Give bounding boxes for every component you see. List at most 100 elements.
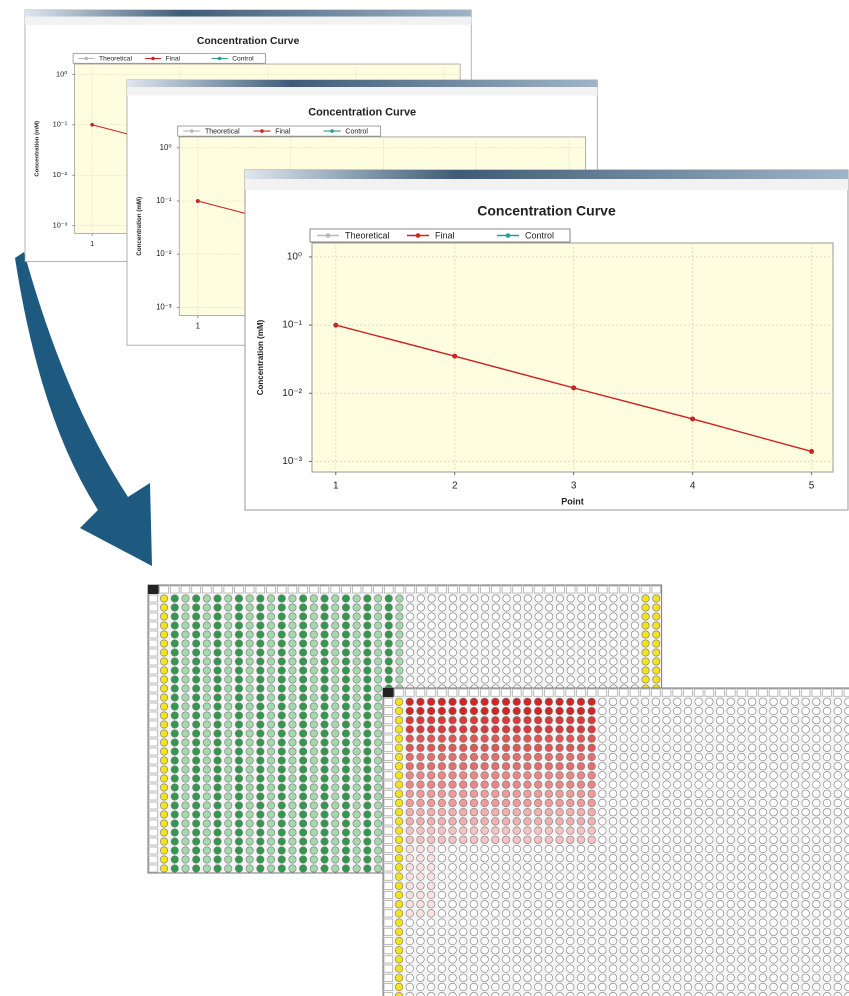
well <box>256 846 265 855</box>
well <box>352 738 361 747</box>
well <box>748 771 757 780</box>
well <box>683 817 693 826</box>
well <box>620 594 629 603</box>
well <box>523 844 532 854</box>
well <box>694 734 703 743</box>
well <box>427 734 436 743</box>
well <box>523 863 532 872</box>
well <box>651 918 660 927</box>
well <box>224 774 233 783</box>
well <box>833 918 842 927</box>
well <box>459 734 468 743</box>
well <box>245 837 254 846</box>
well <box>448 725 457 734</box>
well <box>256 621 265 630</box>
well <box>844 909 849 918</box>
plate-header-cell <box>383 697 393 706</box>
well <box>427 648 436 657</box>
plate-header-cell <box>383 826 393 835</box>
well <box>801 927 810 936</box>
well <box>352 846 361 855</box>
well <box>502 594 511 603</box>
well <box>705 734 714 743</box>
well <box>555 927 564 936</box>
well <box>309 792 318 801</box>
well <box>363 657 372 666</box>
plate-header-cell <box>148 702 158 711</box>
plate-header-cell <box>565 688 575 697</box>
well <box>769 973 778 982</box>
well <box>523 872 532 881</box>
well <box>437 964 446 973</box>
well <box>448 639 457 648</box>
well <box>416 771 425 780</box>
plate-header-cell <box>416 585 426 594</box>
well <box>448 964 457 973</box>
well <box>523 973 532 982</box>
well <box>512 817 521 826</box>
well <box>320 693 329 702</box>
well <box>395 621 404 630</box>
well <box>780 881 789 890</box>
well <box>598 780 607 789</box>
well <box>801 706 810 716</box>
well <box>416 835 425 844</box>
well <box>801 992 810 996</box>
plate-header-cell <box>383 955 393 964</box>
well <box>844 863 849 872</box>
well <box>341 864 350 873</box>
well <box>256 783 265 792</box>
well <box>170 783 179 792</box>
well <box>812 734 821 743</box>
well <box>566 734 575 743</box>
well <box>405 780 414 789</box>
well <box>299 693 308 702</box>
well <box>534 900 543 909</box>
well <box>459 955 468 964</box>
well <box>758 706 767 716</box>
well <box>427 946 436 955</box>
well <box>715 826 725 835</box>
well <box>544 992 553 996</box>
well <box>598 594 607 603</box>
well <box>534 854 543 863</box>
well <box>245 603 254 612</box>
well <box>641 927 650 936</box>
well <box>192 648 201 657</box>
well <box>801 854 810 863</box>
well <box>609 648 618 657</box>
well <box>234 603 243 612</box>
plate-header-cell <box>458 688 468 697</box>
well <box>320 864 329 873</box>
arrow <box>15 252 152 566</box>
well <box>374 729 383 738</box>
well <box>437 780 446 789</box>
well <box>427 780 436 789</box>
plate-header-cell <box>373 585 383 594</box>
well <box>437 826 446 835</box>
well <box>780 826 789 835</box>
well <box>544 900 553 909</box>
well <box>566 752 575 762</box>
well <box>630 982 639 992</box>
well <box>780 863 789 872</box>
plate-header-cell <box>608 585 619 594</box>
plate-header-cell <box>309 585 319 594</box>
well <box>416 844 425 854</box>
well <box>577 603 586 612</box>
well <box>427 900 436 909</box>
well <box>427 639 436 648</box>
well <box>459 612 468 621</box>
well <box>545 639 554 648</box>
well <box>331 774 340 783</box>
well <box>459 666 468 675</box>
well <box>566 918 575 927</box>
well <box>780 936 789 946</box>
well <box>523 621 532 630</box>
well <box>758 863 767 872</box>
well <box>641 909 650 918</box>
well <box>844 900 849 909</box>
well <box>598 666 607 675</box>
well <box>534 936 543 946</box>
well <box>822 716 832 725</box>
